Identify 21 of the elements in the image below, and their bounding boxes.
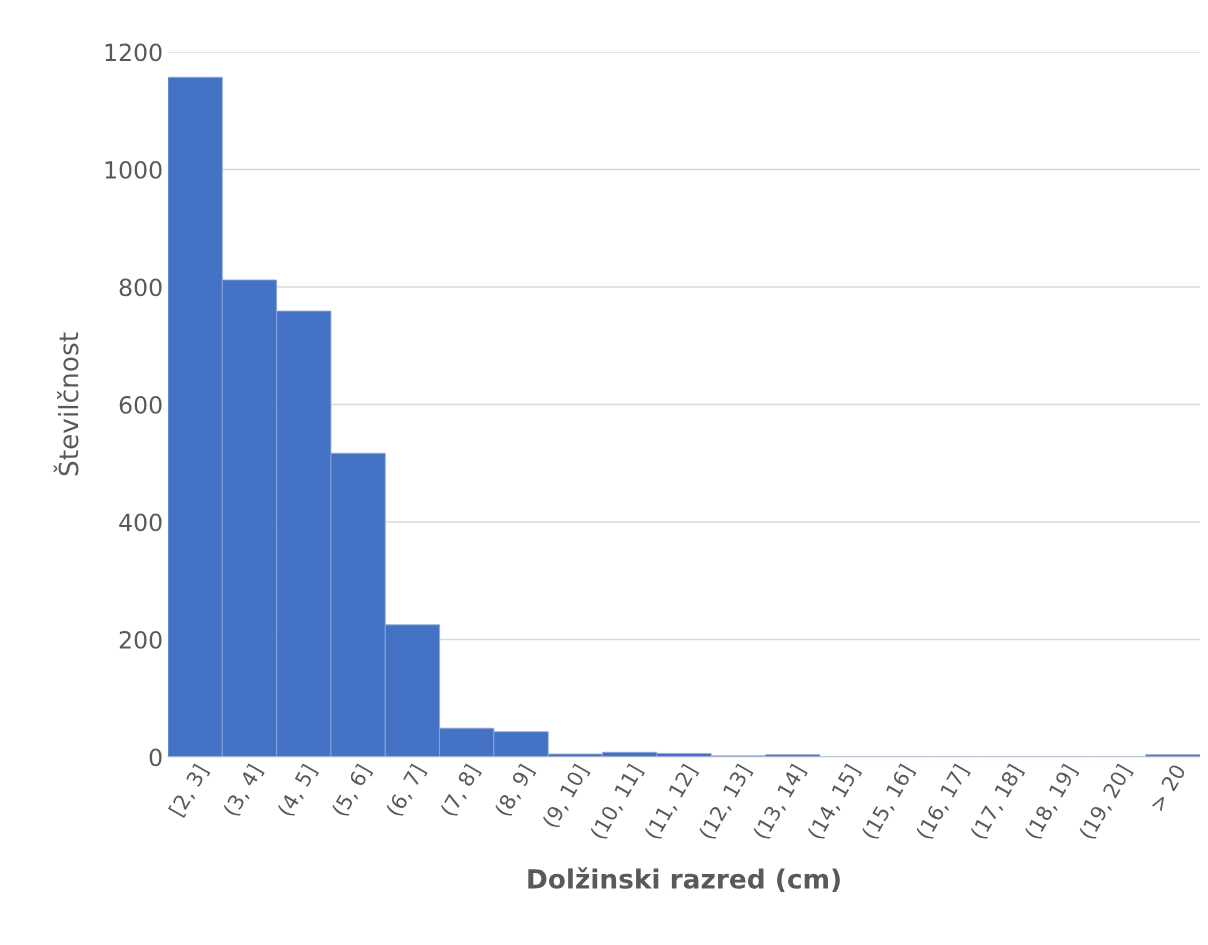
x-tick-label: (8, 9]: [493, 763, 537, 819]
x-tick-label: (3, 4]: [222, 763, 265, 819]
x-tick-label: (13, 14]: [752, 763, 808, 842]
x-tick-label: (5, 6]: [331, 763, 374, 819]
x-tick-label: (6, 7]: [385, 763, 428, 819]
x-tick-label: (16, 17]: [915, 763, 971, 842]
x-tick-label: (4, 5]: [276, 763, 319, 819]
y-tick-label: 1000: [105, 160, 162, 179]
x-axis-title: Dolžinski razred (cm): [528, 867, 840, 892]
y-tick-label: 1200: [105, 43, 162, 62]
y-tick-label: 800: [119, 278, 162, 297]
x-tick-label: [2, 3]: [168, 763, 211, 819]
y-tick-label: 400: [119, 513, 162, 532]
y-tick-label: 200: [119, 630, 162, 649]
x-tick-label: (7, 8]: [439, 763, 482, 819]
x-tick-label: (10, 11]: [589, 763, 645, 842]
y-axis-title: Številčnost: [53, 332, 79, 476]
x-tick-label: > 20: [1148, 763, 1187, 812]
y-tick-label: 600: [119, 395, 162, 414]
x-tick-label: (9, 10]: [541, 763, 591, 830]
y-tick-label: 0: [149, 748, 162, 767]
